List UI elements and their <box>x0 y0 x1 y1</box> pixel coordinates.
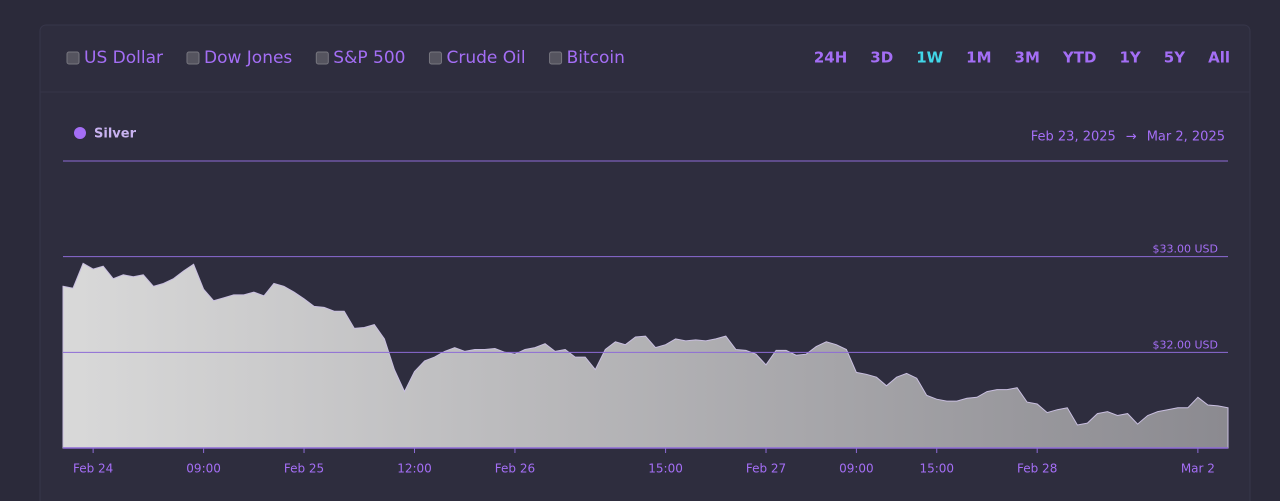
x-tick-label: 15:00 <box>919 462 954 476</box>
checkbox[interactable] <box>428 51 442 65</box>
checkbox[interactable] <box>315 51 329 65</box>
compare-label[interactable]: US Dollar <box>84 48 163 68</box>
x-tick-label: Feb 28 <box>1017 462 1057 476</box>
range-button[interactable]: All <box>1208 49 1230 67</box>
range-button[interactable]: 1W <box>916 49 943 67</box>
x-tick-label: Feb 27 <box>746 462 786 476</box>
x-tick-label: Feb 25 <box>284 462 324 476</box>
range-button[interactable]: 5Y <box>1164 49 1186 67</box>
y-tick-label: $32.00 USD <box>1153 338 1219 351</box>
range-button[interactable]: 24H <box>814 49 847 67</box>
area <box>62 262 1229 449</box>
date-arrow: → <box>1126 130 1137 145</box>
legend-dot <box>74 127 86 139</box>
checkbox[interactable] <box>66 51 80 65</box>
date-from: Feb 23, 2025 <box>1031 130 1116 145</box>
compare-label[interactable]: Crude Oil <box>446 48 525 68</box>
x-tick-label: 12:00 <box>397 462 432 476</box>
y-tick-label: $33.00 USD <box>1153 243 1219 256</box>
x-tick-label: Feb 26 <box>495 462 535 476</box>
x-tick-label: Feb 24 <box>73 462 113 476</box>
range-button[interactable]: 1Y <box>1119 49 1141 67</box>
date-to: Mar 2, 2025 <box>1147 130 1225 145</box>
x-tick-label: Mar 2 <box>1181 462 1215 476</box>
range-button[interactable]: 1M <box>966 49 991 67</box>
legend-label: Silver <box>94 127 137 142</box>
compare-label[interactable]: Bitcoin <box>567 48 625 68</box>
checkbox[interactable] <box>549 51 563 65</box>
compare-label[interactable]: S&P 500 <box>333 48 405 68</box>
range-button[interactable]: 3D <box>870 49 893 67</box>
checkbox[interactable] <box>186 51 200 65</box>
x-tick-label: 09:00 <box>186 462 221 476</box>
x-tick-label: 09:00 <box>839 462 874 476</box>
compare-label[interactable]: Dow Jones <box>204 48 292 68</box>
range-button[interactable]: YTD <box>1062 49 1097 67</box>
range-button[interactable]: 3M <box>1015 49 1040 67</box>
x-tick-label: 15:00 <box>648 462 683 476</box>
